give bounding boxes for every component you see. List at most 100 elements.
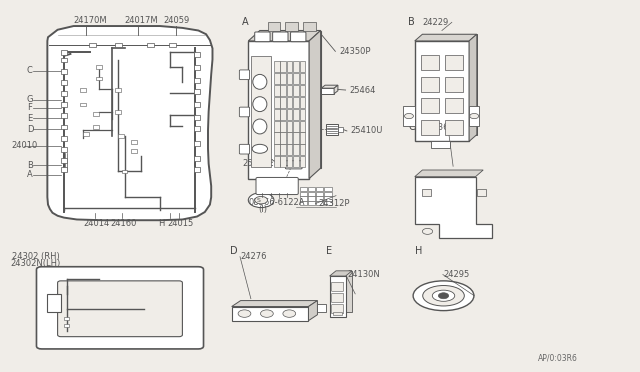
Bar <box>445 55 463 70</box>
Bar <box>83 132 89 136</box>
Bar <box>274 73 280 84</box>
Bar <box>280 144 286 155</box>
Bar <box>422 189 431 196</box>
Polygon shape <box>268 22 280 31</box>
Bar <box>194 115 200 120</box>
Bar <box>308 187 315 191</box>
Bar <box>194 65 200 70</box>
Bar <box>300 132 305 144</box>
Polygon shape <box>469 34 477 141</box>
Bar <box>293 156 299 167</box>
Text: 24170M: 24170M <box>74 16 108 25</box>
Ellipse shape <box>433 290 455 301</box>
Text: 24010: 24010 <box>12 141 38 150</box>
Bar <box>131 140 137 144</box>
Bar <box>147 43 154 46</box>
Text: B: B <box>27 161 33 170</box>
Bar <box>194 89 200 94</box>
Bar <box>293 144 299 155</box>
Text: 24276: 24276 <box>240 252 266 261</box>
Text: E: E <box>27 114 32 123</box>
Bar <box>324 201 332 205</box>
Bar <box>169 43 176 46</box>
Bar <box>115 110 121 114</box>
Bar <box>115 88 121 92</box>
FancyBboxPatch shape <box>285 161 302 169</box>
Bar <box>251 56 271 167</box>
Text: 24059: 24059 <box>163 16 189 25</box>
Bar <box>194 167 200 172</box>
Bar <box>115 43 122 46</box>
FancyBboxPatch shape <box>332 294 344 302</box>
Bar <box>293 97 299 108</box>
Text: 24350P: 24350P <box>339 47 371 56</box>
Bar <box>308 192 315 196</box>
Bar <box>89 43 96 46</box>
FancyBboxPatch shape <box>332 282 344 291</box>
Text: 25464: 25464 <box>349 86 376 95</box>
Bar <box>61 167 67 172</box>
Bar <box>194 156 200 161</box>
Bar <box>300 156 305 167</box>
Bar <box>248 41 309 179</box>
Bar <box>477 189 486 196</box>
Bar <box>324 196 332 201</box>
Text: 24302N(LH): 24302N(LH) <box>10 259 61 267</box>
Circle shape <box>260 310 273 317</box>
Bar <box>421 120 439 135</box>
Bar <box>300 97 305 108</box>
Bar <box>324 187 332 191</box>
Bar <box>287 132 292 144</box>
Bar <box>421 77 439 92</box>
Text: S: S <box>257 198 260 203</box>
Bar <box>316 192 323 196</box>
Text: G: G <box>27 95 33 104</box>
Bar <box>293 109 299 120</box>
Text: D: D <box>230 246 238 256</box>
Circle shape <box>252 144 268 153</box>
Text: AP/0:03R6: AP/0:03R6 <box>538 353 577 362</box>
Bar <box>287 156 292 167</box>
Text: H: H <box>415 246 422 256</box>
Bar <box>445 98 463 113</box>
Text: 24130N: 24130N <box>348 270 380 279</box>
Bar <box>47 294 61 312</box>
Bar <box>61 50 67 55</box>
Bar <box>93 112 99 116</box>
Bar <box>445 120 463 135</box>
Ellipse shape <box>253 97 267 112</box>
Bar <box>333 312 342 315</box>
FancyBboxPatch shape <box>239 70 250 80</box>
Bar <box>194 141 200 146</box>
Text: C: C <box>408 122 415 132</box>
Bar <box>122 170 127 173</box>
Text: 24229: 24229 <box>422 18 449 27</box>
Bar <box>421 98 439 113</box>
Text: E: E <box>326 246 333 256</box>
Bar <box>421 55 439 70</box>
Bar <box>61 113 67 118</box>
Circle shape <box>238 310 251 317</box>
Polygon shape <box>248 31 321 41</box>
Bar <box>64 324 69 327</box>
Bar <box>300 196 307 201</box>
Bar <box>300 73 305 84</box>
Bar <box>300 121 305 132</box>
Text: 24014: 24014 <box>83 219 109 228</box>
Bar <box>280 97 286 108</box>
Polygon shape <box>321 85 338 88</box>
Bar <box>300 85 305 96</box>
Text: 24015: 24015 <box>167 219 193 228</box>
Bar <box>61 158 67 163</box>
Bar <box>64 317 69 320</box>
Bar <box>415 41 469 141</box>
Bar <box>324 192 332 196</box>
Bar <box>61 125 67 129</box>
Polygon shape <box>308 301 317 321</box>
FancyBboxPatch shape <box>239 144 250 154</box>
Text: 24302 (RH): 24302 (RH) <box>12 252 60 261</box>
Text: A: A <box>27 170 33 179</box>
Bar <box>300 144 305 155</box>
Bar <box>316 187 323 191</box>
Bar <box>61 102 67 107</box>
